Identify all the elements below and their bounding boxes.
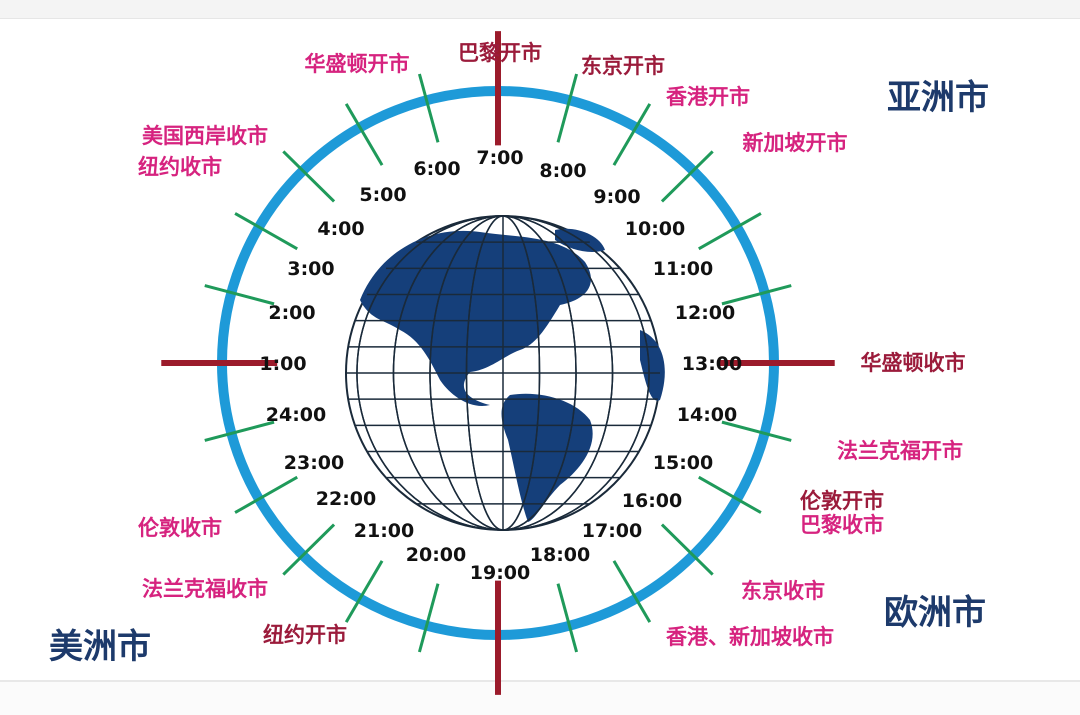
market-event-label: 华盛顿收市 <box>861 351 966 375</box>
hour-tick <box>612 560 652 623</box>
market-event-label: 香港开市 <box>666 85 750 109</box>
market-event-label: 法兰克福收市 <box>142 577 268 601</box>
hour-label: 24:00 <box>266 404 326 426</box>
hour-tick <box>204 420 275 442</box>
hour-label: 9:00 <box>593 186 640 208</box>
hour-label: 16:00 <box>622 490 682 512</box>
hour-label: 19:00 <box>470 562 530 584</box>
hour-tick <box>344 560 384 623</box>
market-event-label: 华盛顿开市 <box>305 52 410 76</box>
hour-tick <box>556 73 579 143</box>
hour-label: 12:00 <box>675 302 735 324</box>
hour-label: 7:00 <box>476 147 523 169</box>
hour-label: 10:00 <box>625 218 685 240</box>
hour-label: 8:00 <box>539 160 586 182</box>
market-event-label: 新加坡开市 <box>743 131 848 155</box>
hour-label: 22:00 <box>316 488 376 510</box>
market-event-label: 巴黎开市 <box>458 41 542 65</box>
bottom-border <box>0 680 1080 715</box>
hour-tick <box>698 212 762 251</box>
hour-label: 4:00 <box>317 218 364 240</box>
hour-tick <box>721 420 792 442</box>
hour-label: 18:00 <box>530 544 590 566</box>
hour-label: 1:00 <box>259 353 306 375</box>
hour-tick <box>556 583 579 653</box>
market-event-label: 纽约开市 <box>263 623 347 647</box>
market-event-label: 东京开市 <box>581 54 665 78</box>
hour-label: 23:00 <box>284 452 344 474</box>
hour-tick <box>417 73 440 143</box>
hour-label: 11:00 <box>653 258 713 280</box>
hour-tick <box>344 103 384 166</box>
landmass-2 <box>640 330 665 401</box>
hour-ticks <box>161 31 835 695</box>
region-asia: 亚洲市 <box>887 78 989 118</box>
top-border <box>0 0 1080 19</box>
hour-tick <box>234 212 298 251</box>
hour-tick <box>698 475 762 514</box>
hour-label: 6:00 <box>413 158 460 180</box>
market-event-label: 伦敦开市 <box>800 489 884 513</box>
market-event-label: 纽约收市 <box>138 155 222 179</box>
hour-tick <box>721 284 792 306</box>
market-event-label: 香港、新加坡收市 <box>666 625 834 649</box>
hour-tick <box>282 523 336 576</box>
market-event-label: 伦敦收市 <box>138 516 222 540</box>
market-event-label: 东京收市 <box>741 579 825 603</box>
hour-label: 3:00 <box>287 258 334 280</box>
market-event-label: 巴黎收市 <box>800 513 884 537</box>
hour-tick <box>282 150 336 203</box>
market-event-label: 法兰克福开市 <box>837 439 963 463</box>
hour-label: 15:00 <box>653 452 713 474</box>
globe <box>345 215 665 531</box>
hour-tick <box>204 284 275 306</box>
region-americas: 美洲市 <box>49 627 151 667</box>
hour-tick <box>234 475 298 514</box>
hour-label: 14:00 <box>677 404 737 426</box>
hour-tick <box>660 523 714 576</box>
hour-label: 21:00 <box>354 520 414 542</box>
hour-label: 20:00 <box>406 544 466 566</box>
hour-label: 13:00 <box>682 353 742 375</box>
hour-labels: 7:00 8:00 9:00 10:00 11:00 12:00 13:00 14:00 15:… <box>259 147 742 584</box>
hour-tick <box>612 103 652 166</box>
hour-tick <box>417 583 440 653</box>
hour-label: 17:00 <box>582 520 642 542</box>
hour-label: 5:00 <box>359 184 406 206</box>
hour-label: 2:00 <box>268 302 315 324</box>
market-event-label: 美国西岸收市 <box>142 124 268 148</box>
region-europe: 欧洲市 <box>884 593 986 633</box>
hour-tick <box>660 150 714 203</box>
